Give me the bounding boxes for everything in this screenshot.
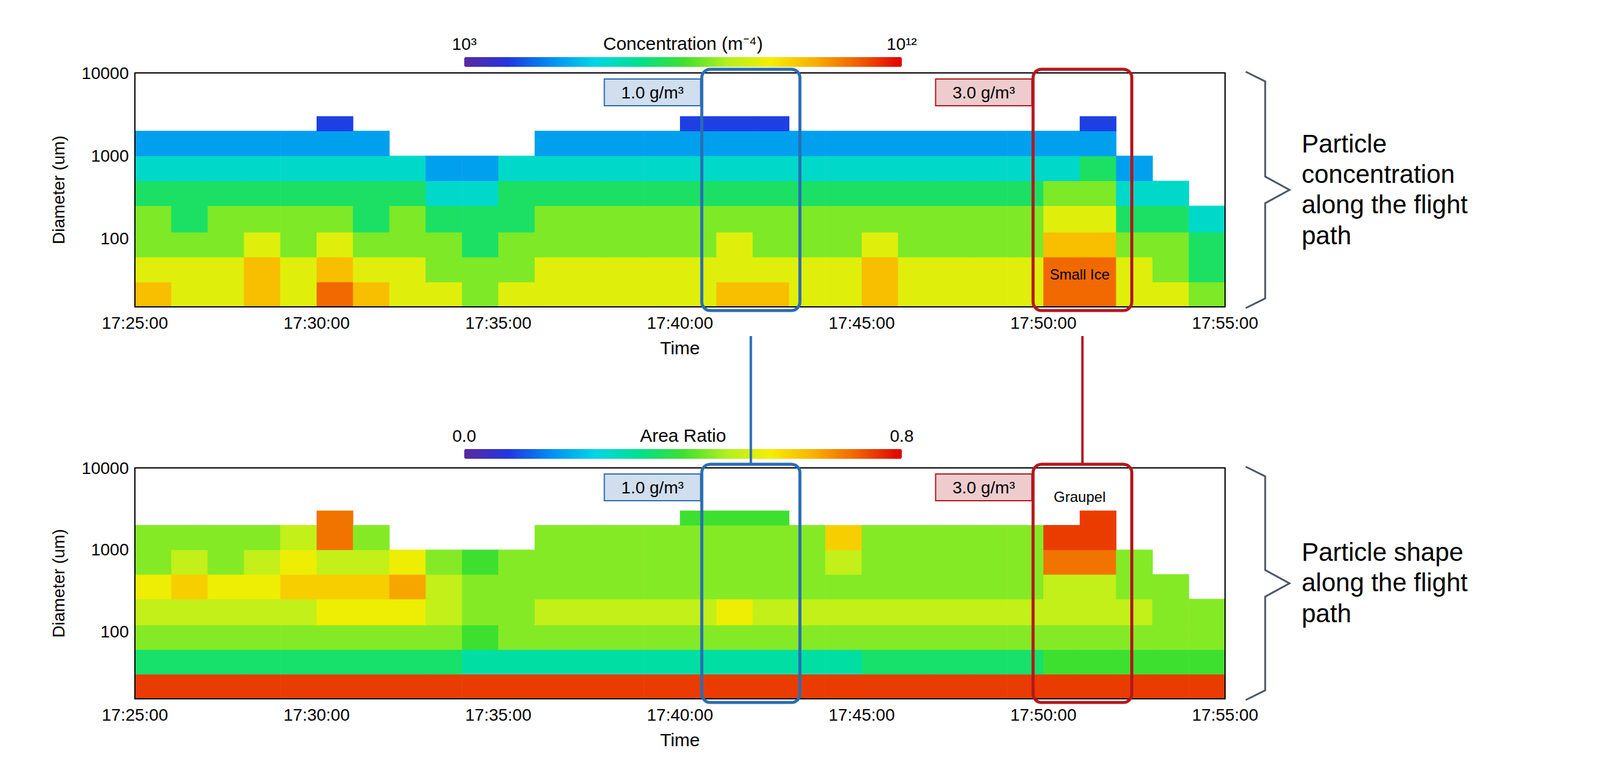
svg-text:17:35:00: 17:35:00 <box>465 705 532 725</box>
svg-text:10¹²: 10¹² <box>886 34 917 54</box>
svg-text:1.0 g/m³: 1.0 g/m³ <box>621 478 684 498</box>
svg-text:17:30:00: 17:30:00 <box>283 313 351 333</box>
svg-text:100: 100 <box>100 229 129 248</box>
svg-text:Graupel: Graupel <box>1053 488 1106 505</box>
svg-text:1000: 1000 <box>91 540 129 560</box>
svg-text:10³: 10³ <box>452 34 477 54</box>
svg-text:17:40:00: 17:40:00 <box>647 313 714 333</box>
html-text:Particle concentration along t: Particle concentration along the flight … <box>1301 129 1468 250</box>
html-text:Particle shape along the fligh: Particle shape along the flight path <box>1301 538 1468 628</box>
svg-text:Concentration (m⁻⁴): Concentration (m⁻⁴) <box>603 33 764 54</box>
svg-text:17:50:00: 17:50:00 <box>1010 313 1077 333</box>
svg-text:Small Ice: Small Ice <box>1049 266 1110 283</box>
svg-text:17:55:00: 17:55:00 <box>1192 313 1259 333</box>
svg-text:Time: Time <box>659 337 701 358</box>
svg-text:17:45:00: 17:45:00 <box>828 313 896 333</box>
svg-text:Time: Time <box>659 729 701 750</box>
svg-text:3.0 g/m³: 3.0 g/m³ <box>952 83 1016 103</box>
svg-text:17:35:00: 17:35:00 <box>465 313 532 333</box>
svg-text:17:30:00: 17:30:00 <box>283 705 351 725</box>
svg-text:17:45:00: 17:45:00 <box>828 705 896 725</box>
svg-text:Area Ratio: Area Ratio <box>639 425 727 446</box>
svg-text:100: 100 <box>100 622 129 642</box>
svg-text:17:25:00: 17:25:00 <box>102 705 169 725</box>
svg-text:Diameter (um): Diameter (um) <box>49 135 69 245</box>
svg-text:17:55:00: 17:55:00 <box>1192 705 1259 725</box>
svg-text:3.0 g/m³: 3.0 g/m³ <box>952 478 1016 498</box>
svg-text:10000: 10000 <box>81 458 129 478</box>
svg-text:17:50:00: 17:50:00 <box>1010 705 1077 725</box>
svg-text:Diameter (um): Diameter (um) <box>49 529 69 639</box>
svg-text:1000: 1000 <box>91 146 129 166</box>
svg-text:0.8: 0.8 <box>890 426 914 446</box>
svg-text:0.0: 0.0 <box>452 426 477 446</box>
svg-text:10000: 10000 <box>81 63 129 83</box>
svg-text:1.0 g/m³: 1.0 g/m³ <box>621 83 684 103</box>
svg-text:17:40:00: 17:40:00 <box>647 705 714 725</box>
svg-text:17:25:00: 17:25:00 <box>102 313 169 333</box>
